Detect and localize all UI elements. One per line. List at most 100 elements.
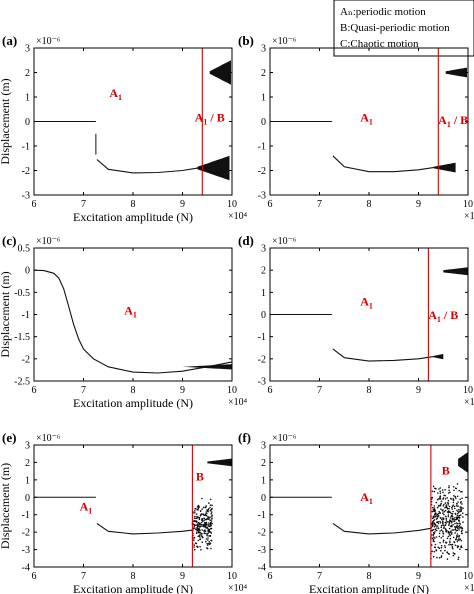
- y-tick-label: -1: [22, 510, 30, 521]
- scatter-point: [445, 519, 448, 521]
- scatter-point: [451, 515, 454, 518]
- scatter-point: [194, 512, 196, 514]
- scatter-point: [208, 540, 210, 543]
- y-tick-label: 3: [261, 44, 266, 55]
- scatter-point: [207, 537, 209, 539]
- response-band: [182, 364, 232, 370]
- scatter-point: [197, 528, 200, 531]
- scatter-point: [434, 546, 437, 549]
- scatter-point: [456, 545, 459, 547]
- scatter-point: [436, 556, 438, 559]
- scatter-point: [201, 520, 204, 522]
- scatter-point: [461, 490, 463, 493]
- scatter-point: [444, 498, 447, 500]
- x-tick-label: 9: [416, 385, 421, 396]
- scatter-point: [207, 532, 209, 535]
- scatter-point: [450, 498, 453, 500]
- scatter-point: [431, 510, 434, 513]
- scatter-point: [447, 514, 450, 516]
- scatter-point: [444, 524, 447, 527]
- scatter-point: [453, 520, 456, 522]
- regime-annotation: A1 / B: [428, 308, 458, 324]
- regime-annotation-main: A: [360, 111, 369, 125]
- plot-area: [34, 269, 232, 374]
- scatter-point: [461, 503, 463, 505]
- scatter-point: [448, 507, 450, 510]
- scatter-point: [452, 529, 455, 531]
- scatter-point: [201, 513, 203, 515]
- scatter-point: [200, 548, 202, 551]
- scatter-point: [440, 555, 443, 557]
- response-curve: [34, 269, 232, 374]
- scatter-point: [455, 516, 457, 519]
- scatter-point: [446, 529, 448, 532]
- scatter-point: [458, 527, 461, 529]
- scatter-point: [454, 526, 457, 529]
- scatter-point: [460, 539, 463, 542]
- scatter-point: [446, 551, 449, 553]
- scatter-point: [197, 525, 199, 528]
- regime-annotation-main: B: [196, 470, 204, 484]
- scatter-point: [210, 512, 212, 515]
- scatter-point: [451, 529, 453, 531]
- scatter-point: [458, 508, 460, 511]
- scatter-point: [444, 549, 446, 552]
- scatter-point: [195, 521, 198, 523]
- y-tick-label: 1: [25, 93, 30, 104]
- scatter-point: [451, 546, 454, 548]
- scatter-point: [440, 526, 443, 529]
- regime-annotation-suffix: / B: [207, 111, 224, 125]
- y-tick-label: 2: [261, 68, 266, 79]
- scatter-point: [451, 505, 454, 508]
- x-exponent-label: ×10⁴: [228, 583, 248, 594]
- scatter-point: [208, 542, 210, 545]
- x-tick-label: 8: [131, 199, 136, 210]
- scatter-point: [442, 522, 444, 525]
- regime-annotation: A1: [80, 499, 93, 515]
- y-tick-label: -2: [258, 166, 266, 177]
- regime-annotation-subscript: 1: [447, 120, 451, 129]
- regime-annotation-subscript: 1: [133, 311, 137, 320]
- y-axis-title: Displacement (m): [0, 78, 12, 164]
- scatter-point: [206, 509, 208, 512]
- scatter-point: [435, 536, 438, 538]
- scatter-point: [456, 517, 459, 520]
- panel-label: (b): [238, 33, 254, 48]
- scatter-point: [204, 513, 207, 515]
- scatter-point: [209, 516, 211, 518]
- scatter-point: [459, 498, 461, 501]
- scatter-point: [461, 529, 463, 532]
- scatter-point: [462, 516, 464, 518]
- x-tick-label: 6: [268, 385, 273, 396]
- scatter-point: [444, 502, 447, 504]
- scatter-point: [449, 511, 452, 513]
- plot-area: [34, 458, 232, 551]
- chaotic-scatter-cloud: [430, 483, 464, 561]
- scatter-point: [443, 494, 446, 497]
- scatter-point: [448, 527, 451, 530]
- scatter-point: [442, 517, 444, 519]
- scatter-point: [439, 504, 442, 506]
- scatter-point: [438, 498, 440, 500]
- scatter-point: [456, 503, 458, 505]
- scatter-point: [439, 516, 442, 519]
- scatter-point: [449, 519, 451, 522]
- scatter-point: [458, 536, 460, 538]
- x-tick-label: 8: [131, 385, 136, 396]
- y-tick-label: 0: [261, 117, 266, 128]
- scatter-point: [442, 505, 445, 507]
- y-tick-label: -1: [258, 510, 266, 521]
- panel-label: (a): [2, 33, 17, 48]
- scatter-point: [201, 523, 203, 526]
- scatter-point: [206, 534, 208, 537]
- x-tick-label: 10: [463, 571, 473, 582]
- panel-e: 6 7 8 9 10 -4 -3 -2 -1 0 1 2 3 ×10⁻⁶ ×10⁴ Excitation am…: [0, 430, 248, 594]
- scatter-point: [456, 535, 459, 537]
- scatter-point: [432, 536, 435, 538]
- plot-area: [270, 267, 468, 362]
- legend-entry-chaotic: C:Chaotic motion: [340, 38, 419, 50]
- scatter-point: [211, 504, 213, 507]
- scatter-point: [210, 539, 213, 542]
